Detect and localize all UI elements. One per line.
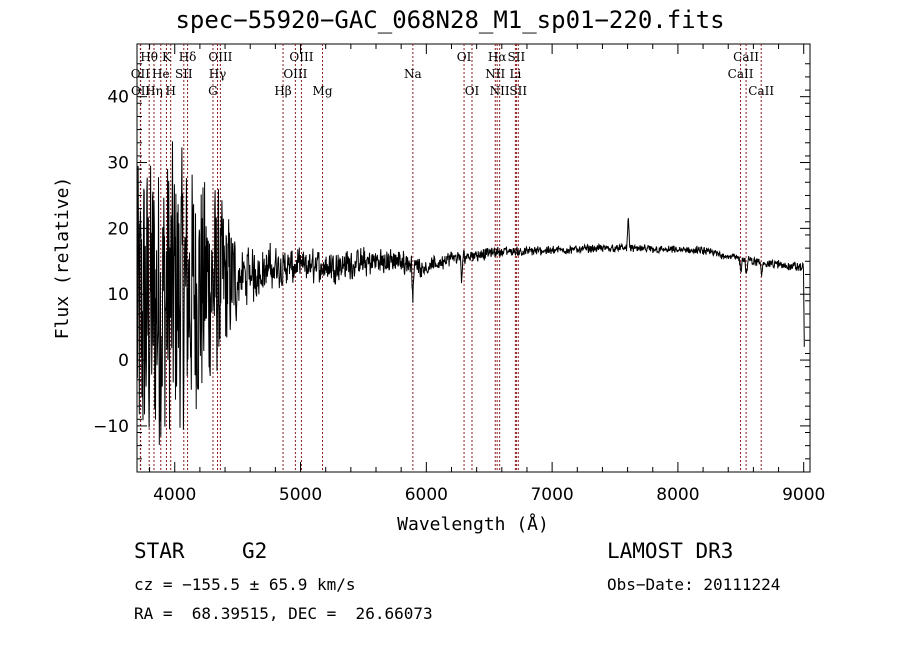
line-marker-label: Hθ [140,50,158,64]
line-marker-label: Li [509,67,521,81]
line-marker-label: CaII [733,50,759,64]
line-marker-label: G [208,84,218,98]
line-marker-label: H [165,84,175,98]
line-marker-label: Na [404,67,422,81]
line-marker-label: OIII [289,50,313,64]
object-class: STAR [134,539,185,563]
line-marker-label: Hβ [274,84,291,98]
x-tick-label: 4000 [153,485,196,505]
obs-date-text: Obs−Date: 20111224 [607,575,781,594]
object-subclass: G2 [242,539,268,563]
x-tick-label: 9000 [782,485,825,505]
y-axis: −10 0 10 20 30 40 [93,63,810,460]
y-tick-label: 40 [107,88,129,108]
y-tick-label: 30 [107,154,129,174]
line-marker-label: NII [490,84,510,98]
line-marker-label: OII [131,67,151,81]
coordinates-text: RA = 68.39515, DEC = 26.66073 [134,604,433,623]
survey-label: LAMOST DR3 [607,539,734,563]
line-marker-label: OI [457,50,472,64]
line-marker-label: Hα [488,50,507,64]
plot-frame [136,43,811,473]
chart-title: spec−55920−GAC_068N28_M1_sp01−220.fits [175,6,725,34]
x-tick-label: 7000 [530,485,573,505]
line-marker-label: OIII [283,67,307,81]
line-marker-label: Mg [313,84,333,98]
line-marker-label: Hγ [209,67,227,81]
redshift-text: cz = −155.5 ± 65.9 km/s [134,575,356,594]
line-marker-label: SII [175,67,193,81]
line-marker-label: SII [509,84,527,98]
x-tick-label: 8000 [656,485,699,505]
x-axis-label: Wavelength (Å) [397,513,549,535]
spectrum-line [137,141,805,445]
line-marker-label: CaII [728,67,754,81]
y-tick-label: 10 [107,285,129,305]
line-marker-label: Hη [145,84,163,98]
x-tick-label: 6000 [405,485,448,505]
y-axis-label: Flux (relative) [52,177,73,340]
line-marker-label: He [152,67,170,81]
x-tick-label: 5000 [279,485,322,505]
y-tick-label: −10 [93,417,129,437]
line-marker-label: NII [485,67,505,81]
line-marker-label: CaII [748,84,774,98]
y-tick-label: 20 [107,219,129,239]
line-marker-label: SII [508,50,526,64]
x-axis: 4000 5000 6000 7000 8000 9000 [149,44,825,505]
line-marker-label: OI [465,84,480,98]
line-marker-label: Hδ [179,50,197,64]
line-marker-label: OII [131,84,151,98]
y-tick-label: 0 [118,351,129,371]
line-marker-label: K [162,50,172,64]
line-marker-label: OIII [208,50,232,64]
